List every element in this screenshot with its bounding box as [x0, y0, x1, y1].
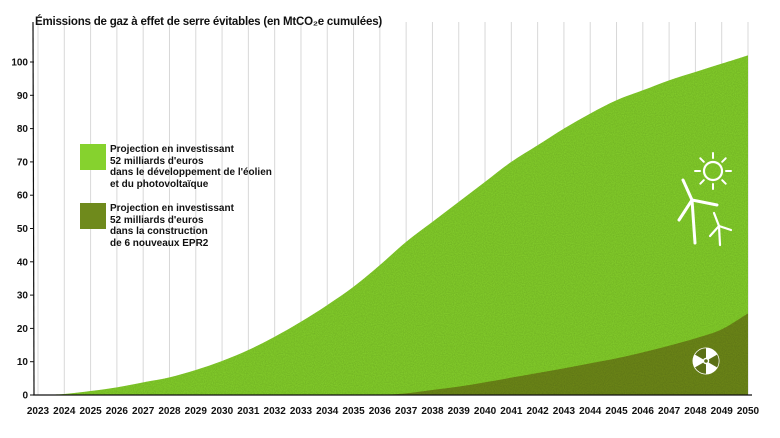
x-tick-label: 2041	[500, 406, 523, 417]
sun-icon	[694, 152, 732, 190]
legend-line: dans le développement de l'éolien	[110, 167, 272, 178]
series-area-nuclear	[38, 313, 748, 396]
series-areas	[38, 55, 748, 396]
x-tick-label: 2048	[684, 406, 707, 417]
y-tick-label: 50	[17, 224, 29, 235]
wind-turbine-icon	[677, 178, 733, 247]
x-tick-label: 2046	[632, 406, 655, 417]
x-tick-label: 2023	[27, 406, 50, 417]
series-area-renewables	[38, 55, 748, 396]
x-tick-label: 2033	[290, 406, 313, 417]
y-tick-label: 80	[17, 124, 29, 135]
x-tick-label: 2040	[474, 406, 497, 417]
legend-line: 52 milliards d'euros	[110, 214, 204, 226]
y-tick-label: 90	[17, 91, 29, 102]
x-tick-label: 2028	[158, 406, 181, 417]
x-tick-label: 2035	[342, 406, 365, 417]
x-tick-label: 2049	[711, 406, 734, 417]
legend-swatch-renewables	[80, 144, 106, 170]
x-tick-label: 2025	[79, 406, 102, 417]
x-tick-label: 2050	[737, 406, 760, 417]
x-tick-label: 2034	[316, 406, 339, 417]
x-tick-label: 2036	[369, 406, 392, 417]
x-tick-label: 2038	[421, 406, 444, 417]
y-tick-label: 30	[17, 291, 29, 302]
legend-label-renewables: Projection en investissant 52 milliards …	[110, 144, 300, 190]
y-tick-label: 10	[17, 357, 29, 368]
x-tick-label: 2042	[527, 406, 550, 417]
y-tick-label: 70	[17, 157, 29, 168]
legend-line: Projection en investissant	[110, 203, 234, 214]
radiation-icon	[692, 347, 720, 375]
x-tick-label: 2031	[237, 406, 260, 417]
chart-title: Émissions de gaz à effet de serre évitab…	[35, 16, 383, 28]
y-tick-label: 0	[22, 391, 28, 402]
x-tick-label: 2039	[448, 406, 471, 417]
x-tick-label: 2024	[53, 406, 76, 417]
legend-line: Projection en investissant	[110, 144, 234, 155]
legend-swatch-nuclear	[80, 203, 106, 229]
legend-line: de 6 nouveaux EPR2	[110, 237, 209, 249]
x-tick-label: 2030	[211, 406, 234, 417]
x-tick-label: 2047	[658, 406, 681, 417]
x-tick-label: 2026	[106, 406, 129, 417]
x-tick-label: 2037	[395, 406, 418, 417]
x-tick-label: 2029	[185, 406, 208, 417]
legend-label-nuclear: Projection en investissant 52 milliards …	[110, 203, 300, 249]
y-tick-label: 60	[17, 191, 29, 202]
legend-line: 52 milliards d'euros	[110, 155, 204, 167]
x-tick-label: 2044	[579, 406, 602, 417]
x-tick-label: 2045	[605, 406, 628, 417]
legend-line: dans la construction	[110, 226, 208, 237]
x-tick-label: 2032	[264, 406, 287, 417]
x-tick-label: 2043	[553, 406, 576, 417]
legend-line: et du photovoltaïque	[110, 178, 209, 190]
y-axis-line	[32, 21, 35, 396]
y-tick-label: 40	[17, 257, 29, 268]
y-tick-label: 20	[17, 324, 29, 335]
legend-item-nuclear: Projection en investissant 52 milliards …	[80, 203, 300, 249]
series-icons	[677, 152, 733, 375]
legend-item-renewables: Projection en investissant 52 milliards …	[80, 144, 300, 190]
y-tick-label: 100	[11, 58, 28, 69]
x-tick-label: 2027	[132, 406, 155, 417]
